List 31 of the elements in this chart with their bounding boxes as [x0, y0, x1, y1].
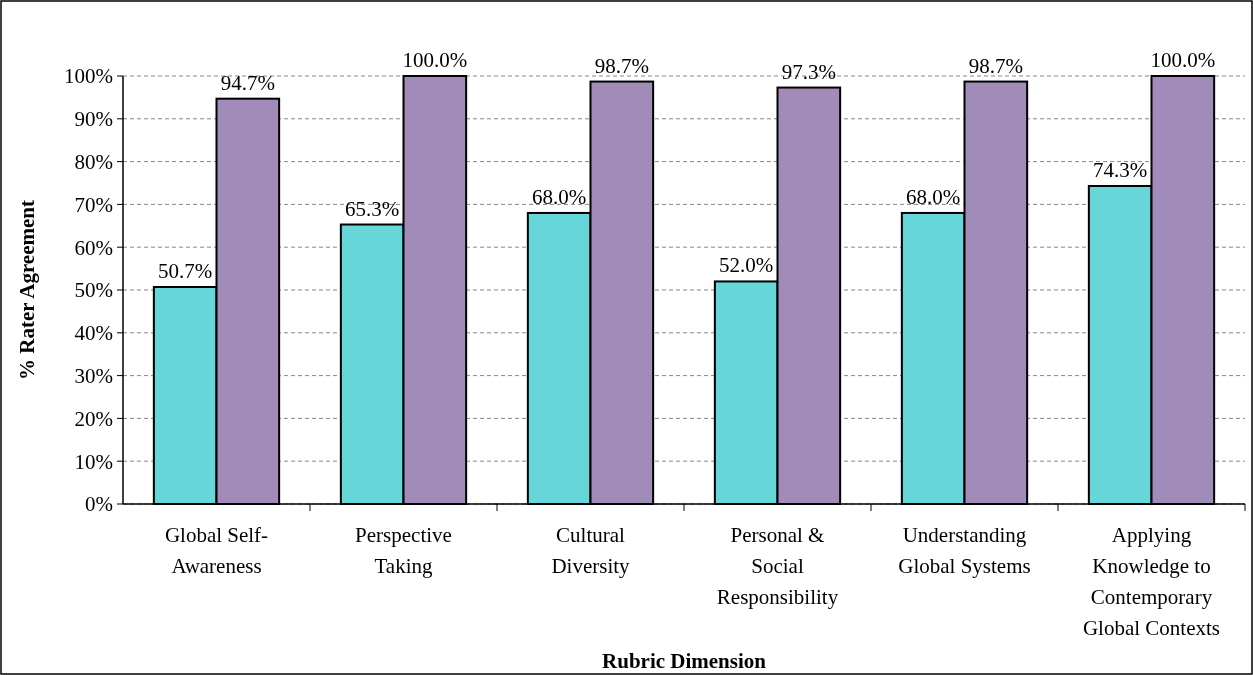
- data-label: 74.3%: [1093, 158, 1148, 182]
- x-tick-label: Applying Knowledge to Contemporary Global Contexts: [1082, 523, 1221, 640]
- x-tick-label: Understanding Global Systems: [898, 523, 1031, 578]
- y-tick-label: 0%: [85, 492, 113, 517]
- data-label: 97.3%: [781, 59, 836, 84]
- data-label: 68.0%: [532, 184, 587, 209]
- y-tick-label: 30%: [74, 363, 113, 388]
- y-tick-label: 70%: [74, 192, 113, 217]
- y-tick-label: 20%: [74, 406, 113, 431]
- x-tick-label: Personal & Social Responsibility: [716, 523, 839, 609]
- y-tick-label: 10%: [74, 449, 113, 474]
- x-tick-label: Cultural Diversity: [551, 523, 631, 578]
- data-label: 98.7%: [594, 53, 649, 78]
- data-label: 98.7%: [968, 53, 1023, 78]
- y-tick-label: 50%: [74, 278, 113, 303]
- data-label: 65.3%: [345, 196, 400, 221]
- data-label: 100.0%: [402, 48, 468, 72]
- data-label: 50.7%: [158, 259, 213, 283]
- x-tick-label: Perspective Taking: [355, 523, 452, 578]
- y-tick-label: 100%: [64, 64, 113, 89]
- y-tick-label: 60%: [74, 235, 113, 260]
- data-label: 52.0%: [719, 253, 774, 278]
- x-tick-label: Global Self-Awareness: [164, 523, 269, 578]
- data-label: 94.7%: [220, 70, 275, 95]
- x-axis-title: Rubric Dimension: [602, 649, 767, 673]
- y-axis-title: % Rater Agreement: [15, 200, 39, 380]
- data-label: 100.0%: [1150, 48, 1216, 72]
- y-tick-label: 80%: [74, 149, 113, 174]
- y-tick-label: 40%: [74, 321, 113, 346]
- data-label: 68.0%: [906, 184, 961, 209]
- y-tick-label: 90%: [74, 107, 113, 132]
